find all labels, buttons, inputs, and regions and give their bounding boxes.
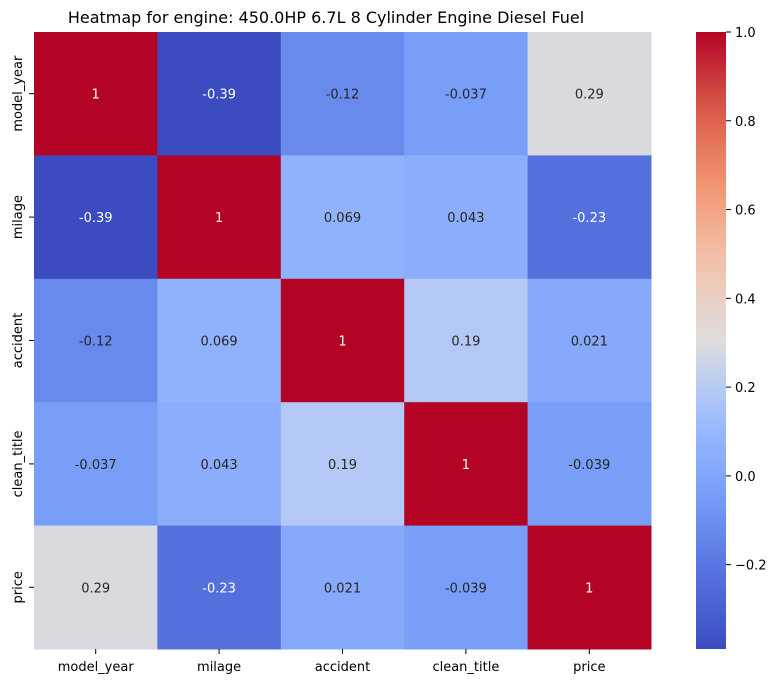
colorbar-tick-label: 0.0 bbox=[735, 470, 756, 485]
heatmap-cell bbox=[527, 402, 652, 527]
heatmap-cell bbox=[280, 32, 405, 156]
heatmap-cell bbox=[157, 32, 282, 156]
heatmap-cell bbox=[404, 155, 529, 280]
cell-value-label: -0.12 bbox=[326, 88, 360, 103]
cell-value-label: -0.037 bbox=[75, 458, 117, 473]
cell-value-label: 1 bbox=[462, 458, 470, 473]
cell-value-label: 0.19 bbox=[451, 335, 480, 350]
x-tick-label: clean_title bbox=[432, 660, 499, 675]
cell-value-label: 1 bbox=[585, 581, 593, 596]
x-tick-label: model_year bbox=[58, 660, 135, 675]
cell-value-label: 0.19 bbox=[328, 458, 357, 473]
colorbar-tick-label: 0.8 bbox=[735, 115, 756, 130]
heatmap-cell bbox=[34, 525, 158, 650]
colorbar-gradient bbox=[696, 32, 726, 649]
heatmap-cell bbox=[404, 402, 529, 527]
cell-value-label: -0.39 bbox=[79, 211, 113, 226]
cell-value-label: -0.12 bbox=[79, 335, 113, 350]
heatmap-cell bbox=[157, 402, 282, 527]
colorbar-tick-label: −0.2 bbox=[735, 559, 767, 574]
cell-value-label: 1 bbox=[92, 88, 100, 103]
heatmap-cell bbox=[404, 278, 529, 403]
colorbar-tick-label: 0.4 bbox=[735, 292, 756, 307]
cell-value-label: 0.29 bbox=[575, 88, 604, 103]
x-axis: model_year milage accident clean_title price bbox=[58, 649, 605, 675]
cell-value-label: -0.39 bbox=[202, 88, 236, 103]
heatmap-cell bbox=[280, 402, 405, 527]
y-tick-label: accident bbox=[11, 313, 26, 368]
cell-value-label: -0.23 bbox=[572, 211, 606, 226]
cell-value-label: -0.039 bbox=[568, 458, 610, 473]
cell-value-label: 0.043 bbox=[447, 211, 484, 226]
cell-value-label: 0.29 bbox=[81, 581, 110, 596]
heatmap-cell bbox=[527, 278, 652, 403]
cell-value-label: -0.23 bbox=[202, 581, 236, 596]
y-tick-label: price bbox=[11, 571, 26, 603]
colorbar-tick-label: 1.0 bbox=[735, 26, 756, 41]
heatmap-cells bbox=[34, 32, 652, 650]
x-tick-label: price bbox=[573, 660, 605, 675]
heatmap-cell bbox=[157, 278, 282, 403]
cell-value-label: 1 bbox=[215, 211, 223, 226]
heatmap-cell bbox=[157, 155, 282, 280]
heatmap-cell bbox=[527, 525, 652, 650]
cell-value-label: 0.069 bbox=[200, 335, 237, 350]
colorbar-tick-label: 0.2 bbox=[735, 381, 756, 396]
y-tick-label: milage bbox=[11, 195, 26, 239]
heatmap-cell bbox=[404, 32, 529, 156]
heatmap-cell bbox=[34, 32, 158, 156]
heatmap-cell bbox=[280, 278, 405, 403]
cell-value-label: 0.021 bbox=[324, 581, 361, 596]
colorbar-tick-label: 0.6 bbox=[735, 204, 756, 219]
cell-value-label: 0.021 bbox=[571, 335, 608, 350]
heatmap-cell bbox=[34, 402, 158, 527]
x-tick-label: milage bbox=[197, 660, 241, 675]
y-tick-label: model_year bbox=[11, 55, 26, 132]
y-tick-label: clean_title bbox=[11, 430, 26, 497]
cell-value-label: -0.037 bbox=[445, 88, 487, 103]
heatmap-cell bbox=[34, 278, 158, 403]
heatmap-cell bbox=[157, 525, 282, 650]
heatmap-cell bbox=[404, 525, 529, 650]
x-tick-label: accident bbox=[315, 660, 370, 675]
cell-value-label: 0.043 bbox=[200, 458, 237, 473]
cell-value-label: 1 bbox=[338, 335, 346, 350]
heatmap-cell-labels: 1 -0.39 -0.12 -0.037 0.29 -0.39 1 0.069 0.043 -0.… bbox=[75, 88, 611, 597]
colorbar: 1.0 0.8 0.6 0.4 0.2 0.0 −0.2 bbox=[696, 26, 767, 649]
heatmap-cell bbox=[34, 155, 158, 280]
chart-title: Heatmap for engine: 450.0HP 6.7L 8 Cylin… bbox=[68, 8, 584, 27]
cell-value-label: -0.039 bbox=[445, 581, 487, 596]
heatmap-cell bbox=[280, 525, 405, 650]
heatmap-cell bbox=[280, 155, 405, 280]
cell-value-label: 0.069 bbox=[324, 211, 361, 226]
heatmap-cell bbox=[527, 32, 652, 156]
heatmap-cell bbox=[527, 155, 652, 280]
